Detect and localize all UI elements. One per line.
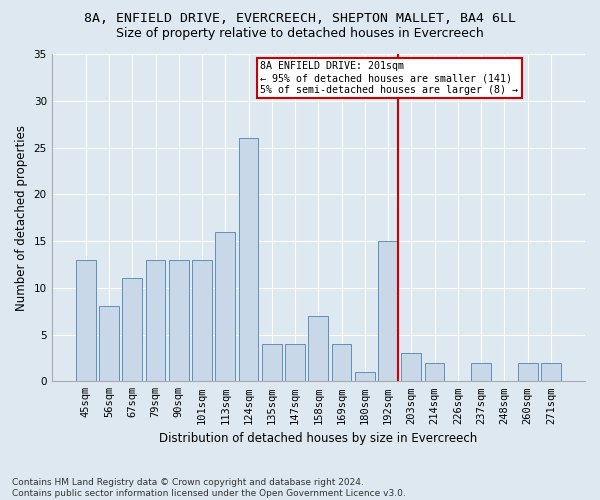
Text: Contains HM Land Registry data © Crown copyright and database right 2024.
Contai: Contains HM Land Registry data © Crown c… (12, 478, 406, 498)
Bar (401, 354, 421, 382)
X-axis label: Distribution of detached houses by size in Evercreech: Distribution of detached houses by size … (159, 432, 478, 445)
Bar (215, 232, 235, 382)
Bar (471, 362, 491, 382)
Text: 8A ENFIELD DRIVE: 201sqm
← 95% of detached houses are smaller (141)
5% of semi-d: 8A ENFIELD DRIVE: 201sqm ← 95% of detach… (260, 62, 518, 94)
Bar (262, 344, 282, 382)
Bar (192, 260, 212, 382)
Bar (122, 278, 142, 382)
Bar (308, 316, 328, 382)
Text: Size of property relative to detached houses in Evercreech: Size of property relative to detached ho… (116, 28, 484, 40)
Bar (425, 362, 445, 382)
Bar (76, 260, 95, 382)
Bar (332, 344, 352, 382)
Bar (99, 306, 119, 382)
Bar (518, 362, 538, 382)
Bar (541, 362, 561, 382)
Bar (355, 372, 375, 382)
Bar (285, 344, 305, 382)
Text: 8A, ENFIELD DRIVE, EVERCREECH, SHEPTON MALLET, BA4 6LL: 8A, ENFIELD DRIVE, EVERCREECH, SHEPTON M… (84, 12, 516, 26)
Bar (146, 260, 166, 382)
Y-axis label: Number of detached properties: Number of detached properties (15, 124, 28, 310)
Bar (169, 260, 188, 382)
Bar (239, 138, 259, 382)
Bar (378, 241, 398, 382)
